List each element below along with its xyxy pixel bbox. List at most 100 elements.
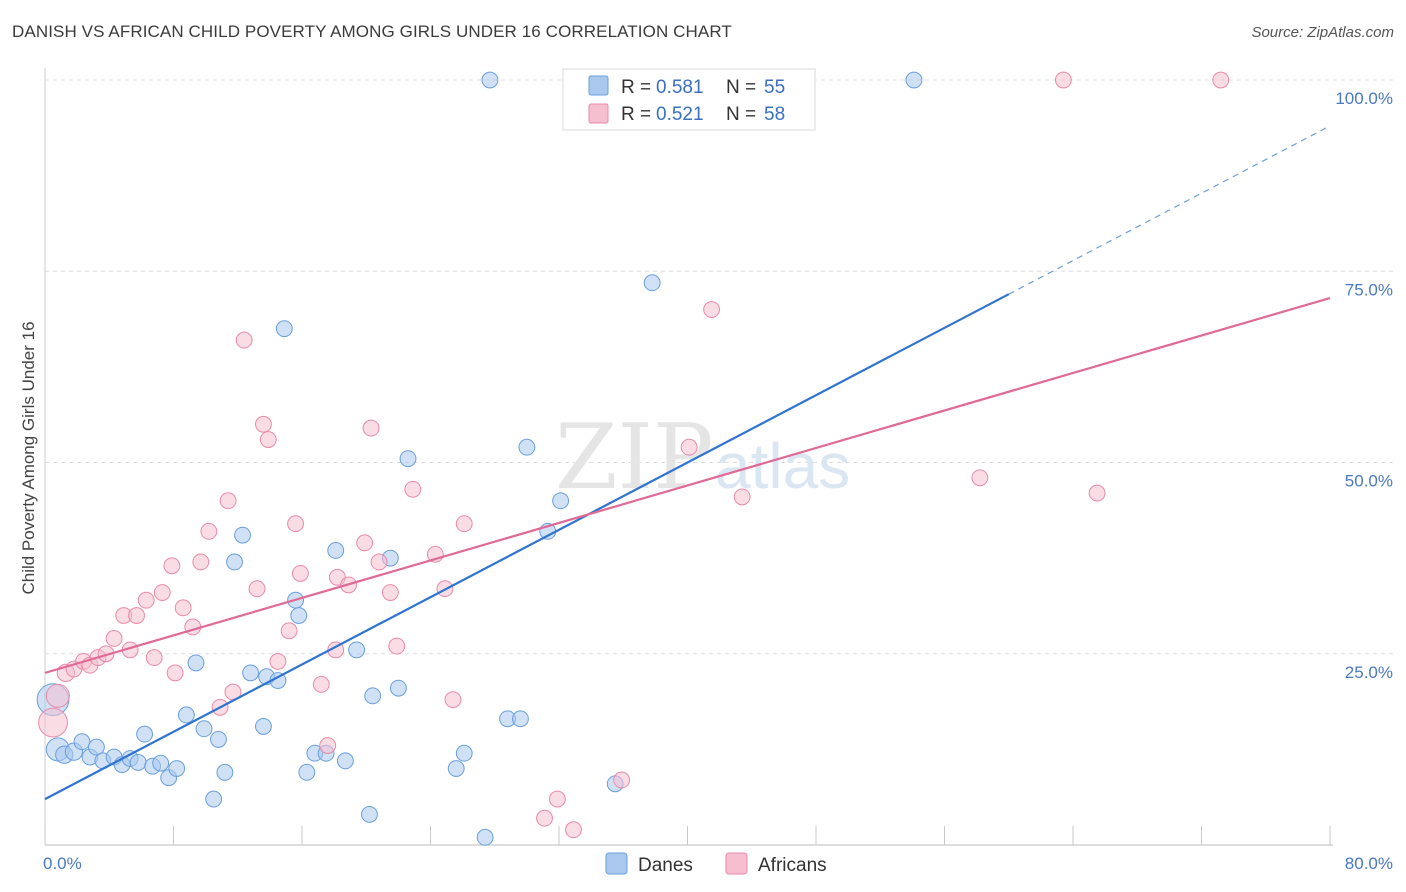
danes-point [234,526,251,544]
watermark: ZIP atlas [555,405,850,510]
danes-point [242,664,260,682]
africans-point [1212,71,1230,89]
africans-point [280,622,298,640]
danes-trend-extension [1008,125,1331,295]
watermark-atlas: atlas [715,430,850,502]
africans-point [174,599,192,617]
africans-point [163,557,181,575]
danes-point [476,828,494,846]
x-tick-label: 80.0% [1345,854,1393,873]
danes-point [226,553,243,571]
africans-point [388,637,406,655]
africans-point [703,301,721,318]
watermark-zip: ZIP [555,405,714,510]
africans-point [291,565,309,582]
africans-point [404,480,422,498]
danes-points [36,71,923,846]
stats-legend-swatch-africans [588,103,609,124]
danes-point [210,731,227,748]
danes-point [336,752,354,770]
africans-point [45,683,70,708]
stats-legend-n-value-danes: 55 [764,77,785,98]
africans-point [548,790,566,808]
danes-point [399,450,417,468]
danes-point [643,274,661,292]
y-axis-label: Child Poverty Among Girls Under 16 [19,321,38,594]
africans-point [235,331,253,349]
africans-point [356,534,374,552]
danes-point [275,320,293,338]
danes-point [195,720,213,738]
africans-point [319,737,337,754]
gridlines [45,79,1395,655]
stats-legend-n-value-africans: 58 [764,104,785,125]
danes-point [87,738,105,756]
africans-point [259,431,277,448]
africans-point [192,553,210,571]
stats-legend-n-label-africans: N = [726,104,756,125]
danes-point [512,710,529,728]
africans-point [381,584,399,601]
legend-label-danes[interactable]: Danes [638,855,693,876]
stats-legend-n-label-danes: N = [726,77,756,98]
danes-point [73,733,91,751]
africans-trend-line [44,296,1331,674]
africans-point [680,438,698,456]
africans-point [153,584,171,601]
stats-legend-r-label-danes: R = [621,77,651,98]
x-tick-labels: 0.0% 80.0% [43,854,1393,873]
danes-point [361,805,378,823]
danes-point [298,763,316,781]
stats-legend-r-label-africans: R = [621,104,651,125]
danes-point [216,763,234,781]
danes-point [364,687,382,705]
danes-point [136,725,154,743]
africans-point [287,515,304,533]
danes-point [187,654,205,672]
danes-trend-line [44,293,1010,801]
danes-point [152,754,170,772]
africans-point [362,419,380,437]
danes-point [129,753,147,771]
africans-point [971,469,989,487]
stats-legend: R = 0.581 N = 55 R = 0.521 N = 58 [562,68,816,131]
africans-point [455,515,473,533]
africans-point [444,691,462,709]
danes-point [518,438,536,456]
africans-point [312,675,330,693]
chart-title: DANISH VS AFRICAN CHILD POVERTY AMONG GI… [12,22,732,41]
africans-point [733,488,751,506]
danes-point [389,679,407,697]
x-tick-label: 0.0% [43,854,82,873]
x-axis-ticks [44,826,1331,845]
legend-swatch-africans[interactable] [725,852,748,875]
africans-point [255,415,272,433]
africans-point [565,821,582,839]
africans-points [38,71,1230,839]
africans-point [370,553,388,571]
danes-point [255,718,272,735]
africans-point [166,664,184,682]
danes-point [290,607,308,624]
africans-point [1088,484,1106,502]
danes-point [348,641,366,659]
danes-point [168,760,186,777]
legend-swatch-danes[interactable] [605,852,628,875]
africans-point [105,630,123,647]
stats-legend-r-value-africans: 0.521 [656,104,704,125]
africans-point [248,580,266,598]
africans-point [200,522,218,540]
danes-point [205,790,223,808]
legend-label-africans[interactable]: Africans [758,855,827,876]
africans-point [219,492,237,510]
africans-point [1054,71,1072,89]
africans-point [145,649,163,666]
y-tick-labels: 25.0% 50.0% 75.0% 100.0% [1335,89,1393,682]
danes-point [481,71,499,89]
danes-point [447,760,465,777]
stats-legend-swatch-danes [588,75,609,96]
africans-point [38,707,68,738]
africans-point [613,771,631,789]
y-tick-label: 75.0% [1345,280,1393,299]
